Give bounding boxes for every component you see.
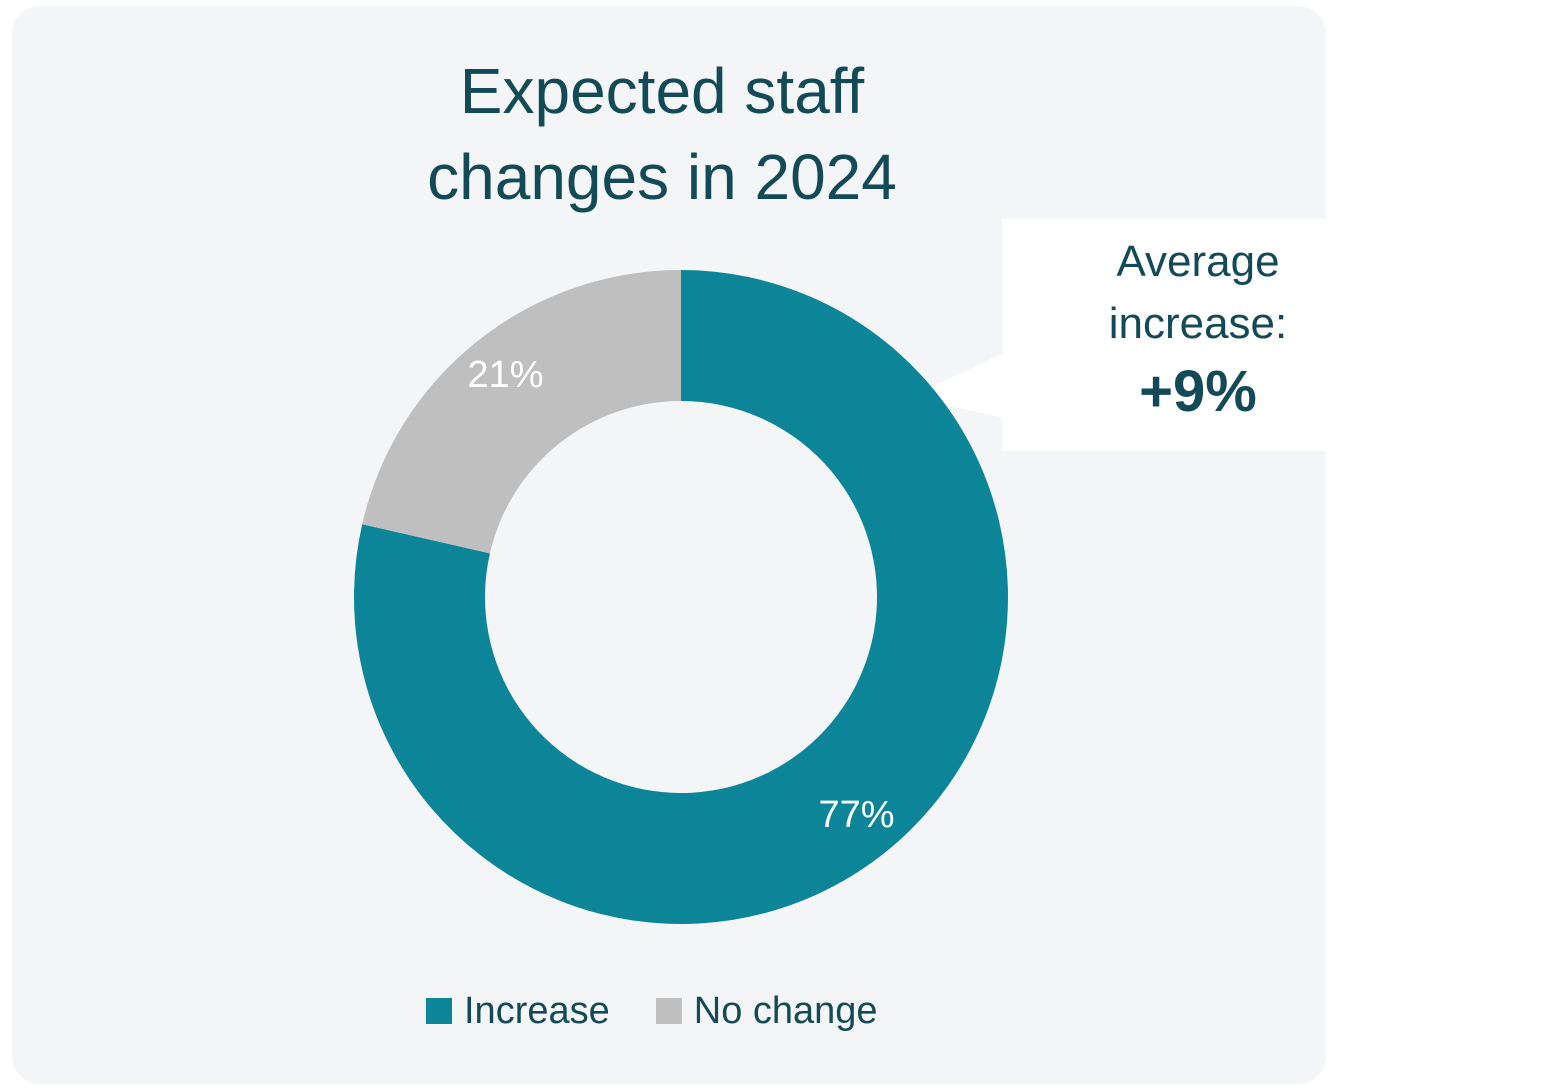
legend-label-increase: Increase [464,990,610,1032]
chart-legend: Increase No change [426,988,924,1034]
chart-title-line-1: Expected staff [459,55,865,127]
donut-slices [353,270,1009,925]
slice-increase [353,270,1009,925]
legend-label-no-change: No change [693,990,878,1032]
data-label-increase: 77% [818,794,894,836]
callout-label-line-2: increase: [1108,299,1288,348]
callout-label-line-1: Average [1116,237,1280,286]
donut-slice-labels: 77% 21% [467,354,894,836]
chart-title-line-2: changes in 2024 [427,141,897,213]
callout-value: +9% [1139,359,1257,424]
legend-item-increase: Increase [426,988,610,1034]
slice-no-change [362,270,681,554]
legend-swatch-no-change [655,998,682,1024]
data-label-no-change: 21% [467,354,543,396]
legend-swatch-increase [426,998,452,1024]
average-increase-callout: Average increase: +9% [1002,219,1394,451]
legend-item-no-change: No change [655,988,878,1034]
chart-title: Expected staff changes in 2024 [262,48,1062,220]
